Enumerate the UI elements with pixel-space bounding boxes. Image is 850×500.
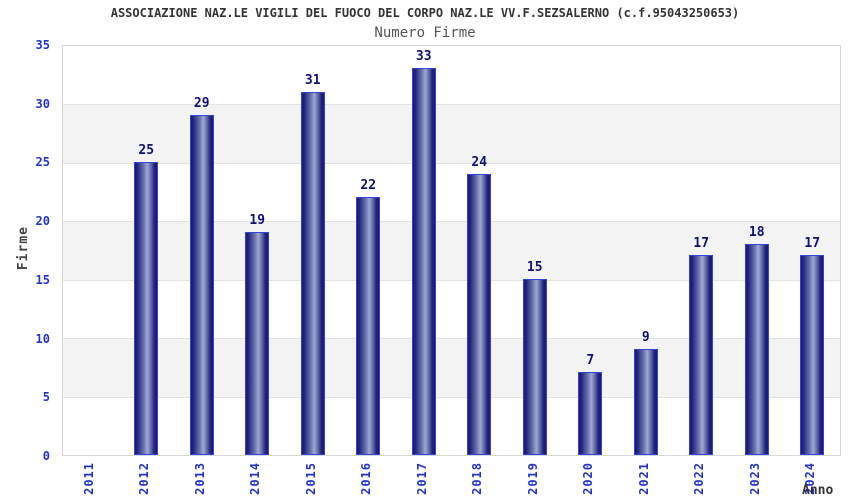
bar-value-label: 33 xyxy=(415,49,432,65)
y-tick-label: 5 xyxy=(42,390,50,405)
y-tick-label: 10 xyxy=(35,331,50,346)
x-tick-label: 2019 xyxy=(525,462,540,495)
bar xyxy=(578,372,603,455)
bar-value-label: 19 xyxy=(249,212,266,228)
x-tick-label: 2013 xyxy=(192,462,207,495)
x-tick-label: 2023 xyxy=(747,462,762,495)
bar xyxy=(189,115,214,455)
bar xyxy=(800,255,825,455)
bar-value-label: 25 xyxy=(138,142,155,158)
x-axis-title: Anno xyxy=(802,483,834,498)
x-tick-label: 2016 xyxy=(359,462,374,495)
y-tick-label: 30 xyxy=(35,96,50,111)
plot-band xyxy=(63,338,840,397)
x-tick-label: 2011 xyxy=(81,462,96,495)
bar-value-label: 7 xyxy=(586,353,595,369)
bar-value-label: 22 xyxy=(360,177,377,193)
bar-value-label: 17 xyxy=(804,236,821,252)
gridline xyxy=(63,162,840,164)
plot-band xyxy=(63,46,840,105)
x-tick-label: 2017 xyxy=(414,462,429,495)
chart-title: ASSOCIAZIONE NAZ.LE VIGILI DEL FUOCO DEL… xyxy=(110,6,740,20)
bar xyxy=(134,161,159,455)
bar xyxy=(356,196,381,455)
plot-band xyxy=(63,396,840,455)
bar xyxy=(522,278,547,455)
bar xyxy=(689,255,714,455)
bar-value-label: 18 xyxy=(748,224,765,240)
plot-band xyxy=(63,221,840,280)
bar-value-label: 9 xyxy=(641,329,650,345)
plot-band xyxy=(63,162,840,222)
bar-value-label: 15 xyxy=(526,259,543,275)
gridline xyxy=(63,338,840,340)
x-tick-label: 2021 xyxy=(636,462,651,495)
plot-band xyxy=(63,104,840,163)
bar xyxy=(633,348,658,455)
gridline xyxy=(63,279,840,281)
y-axis-tick-labels: 0 5 10 15 20 25 30 35 xyxy=(0,38,50,463)
y-tick-label: 0 xyxy=(42,449,50,463)
bar xyxy=(467,173,492,455)
y-tick-label: 35 xyxy=(35,38,50,52)
bar-value-label: 29 xyxy=(193,96,210,112)
y-tick-label: 20 xyxy=(35,214,50,229)
bar xyxy=(744,243,769,455)
y-tick-label: 25 xyxy=(35,155,50,170)
gridline xyxy=(63,221,840,223)
chart-subtitle: Numero Firme xyxy=(374,25,476,41)
bar-value-label: 24 xyxy=(471,154,488,170)
gridline xyxy=(63,104,840,106)
bar-value-label: 31 xyxy=(304,72,321,88)
x-tick-label: 2015 xyxy=(303,462,318,495)
bar xyxy=(300,91,325,455)
x-tick-label: 2012 xyxy=(137,462,152,495)
plot-area: 25 29 19 31 22 33 24 15 7 9 17 18 17 xyxy=(62,45,841,456)
bar xyxy=(245,231,270,455)
x-tick-label: 2014 xyxy=(248,462,263,495)
x-tick-label: 2022 xyxy=(692,462,707,495)
bar xyxy=(411,68,436,455)
bar-value-label: 17 xyxy=(693,236,710,252)
plot-band xyxy=(63,279,840,339)
x-axis-tick-labels: 2011 2012 2013 2014 2015 2016 2017 2018 2019 2020… xyxy=(62,462,841,500)
x-tick-label: 2018 xyxy=(470,462,485,495)
gridline xyxy=(63,396,840,398)
y-tick-label: 15 xyxy=(35,272,50,287)
x-tick-label: 2020 xyxy=(581,462,596,495)
